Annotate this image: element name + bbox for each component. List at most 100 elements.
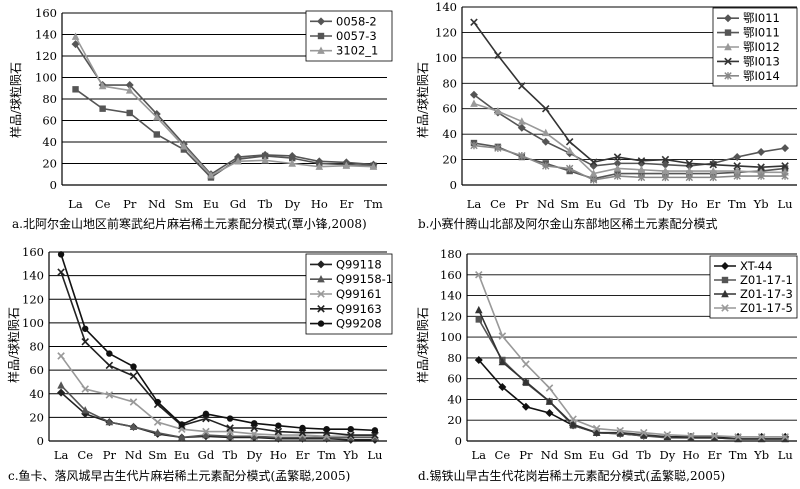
x-tick-label: Tm xyxy=(364,197,383,211)
triangle-marker xyxy=(498,357,507,366)
triangle-marker xyxy=(733,166,741,175)
series-line xyxy=(478,309,786,440)
triangle-marker xyxy=(518,117,526,125)
y-tick-label: 140 xyxy=(435,0,457,14)
panel-c: 0 20 40 60 80 100 120 140 160 La Ce Pr Nd Sm Eu Gd Tb Dy H… xyxy=(6,245,393,483)
triangle-marker xyxy=(298,433,307,441)
triangle-marker xyxy=(661,166,670,175)
diamond-marker xyxy=(57,388,66,397)
triangle-marker xyxy=(342,161,351,169)
legend-label: 0058-2 xyxy=(336,14,377,28)
x-marker xyxy=(518,82,526,90)
x-marker xyxy=(371,432,379,441)
diamond-marker xyxy=(521,402,530,411)
asterisk-marker xyxy=(589,176,598,184)
x-marker xyxy=(685,159,694,168)
triangle-marker xyxy=(315,162,324,170)
x-tick-label: Ce xyxy=(490,197,506,211)
asterisk-marker xyxy=(757,172,765,180)
y-axis-label: 样品/球粒陨石 xyxy=(8,62,23,138)
x-marker xyxy=(616,426,624,435)
panel-caption: d.锡铁山早古生代花岗岩稀土元素配分模式(孟繁聪,2005) xyxy=(418,468,725,483)
y-tick-label: 60 xyxy=(42,114,57,128)
y-tick-label: 80 xyxy=(42,92,57,106)
asterisk-marker xyxy=(613,172,622,180)
x-tick-label: Dy xyxy=(658,197,674,211)
triangle-marker xyxy=(470,99,478,107)
x-tick-label: Yb xyxy=(753,448,769,462)
x-marker xyxy=(613,153,622,161)
triangle-marker xyxy=(710,433,719,442)
square-marker xyxy=(261,152,269,160)
x-tick-label: Dy xyxy=(246,448,262,462)
x-marker xyxy=(81,385,89,393)
triangle-marker xyxy=(180,142,188,150)
series-line xyxy=(473,102,786,175)
series-2 xyxy=(71,32,378,179)
panel-caption: b.小赛什腾山北部及阿尔金山东部地区稀土元素配分模式 xyxy=(418,216,718,231)
x-tick-label: Er xyxy=(708,448,722,462)
square-marker xyxy=(475,316,482,323)
x-marker xyxy=(250,424,258,432)
x-tick-label: Gd xyxy=(198,448,215,462)
series-3 xyxy=(470,18,789,171)
triangle-marker xyxy=(98,81,107,90)
series-line xyxy=(74,43,374,176)
y-tick-label: 100 xyxy=(22,316,44,330)
y-axis-label: 样品/球粒陨石 xyxy=(415,62,430,138)
x-tick-label: Ce xyxy=(95,197,111,211)
x-marker xyxy=(637,157,646,165)
panel-d: 0 20 40 60 80 100 120 140 160 180 La Ce Pr Nd Sm Eu Gd Tb… xyxy=(415,247,798,483)
x-marker xyxy=(721,304,729,312)
diamond-marker xyxy=(545,408,554,417)
series-0 xyxy=(469,90,790,170)
y-tick-label: 20 xyxy=(447,413,462,427)
triangle-marker xyxy=(474,305,483,314)
triangle-marker xyxy=(724,42,732,51)
x-tick-label: Tm xyxy=(317,448,336,462)
x-marker xyxy=(105,391,114,399)
x-tick-label: Eu xyxy=(589,448,605,462)
triangle-marker xyxy=(234,157,242,165)
y-axis-label: 样品/球粒陨石 xyxy=(6,307,21,383)
y-tick-label: 0 xyxy=(455,434,462,448)
x-marker xyxy=(545,384,554,392)
triangle-marker xyxy=(522,377,530,385)
triangle-marker xyxy=(685,166,694,175)
x-marker xyxy=(781,162,789,170)
triangle-marker xyxy=(541,128,550,137)
triangle-marker xyxy=(274,433,283,441)
triangle-marker xyxy=(687,433,695,442)
x-marker xyxy=(569,415,577,423)
y-tick-label: 40 xyxy=(442,127,457,141)
square-marker xyxy=(638,170,645,177)
x-marker xyxy=(226,424,234,432)
y-tick-label: 120 xyxy=(440,309,462,323)
y-tick-label: 160 xyxy=(22,245,44,259)
series-2 xyxy=(57,352,379,441)
y-tick-label: 80 xyxy=(29,340,44,354)
y-tick-label: 140 xyxy=(35,28,57,42)
x-marker xyxy=(129,372,138,380)
x-marker xyxy=(129,398,138,406)
triangle-marker xyxy=(152,113,161,121)
x-marker xyxy=(687,432,695,440)
y-tick-label: 100 xyxy=(440,330,462,344)
x-marker xyxy=(153,418,162,426)
circle-marker xyxy=(178,421,185,428)
x-marker xyxy=(565,138,574,146)
diamond-marker xyxy=(781,144,790,153)
x-tick-label: Nd xyxy=(537,197,555,211)
x-tick-label: Gd xyxy=(230,197,247,211)
triangle-marker xyxy=(71,32,80,40)
y-tick-label: 20 xyxy=(442,153,457,167)
triangle-marker xyxy=(207,171,215,179)
series-0 xyxy=(474,355,790,441)
square-marker xyxy=(289,154,296,162)
diamond-marker xyxy=(498,382,507,391)
x-marker xyxy=(317,305,325,313)
